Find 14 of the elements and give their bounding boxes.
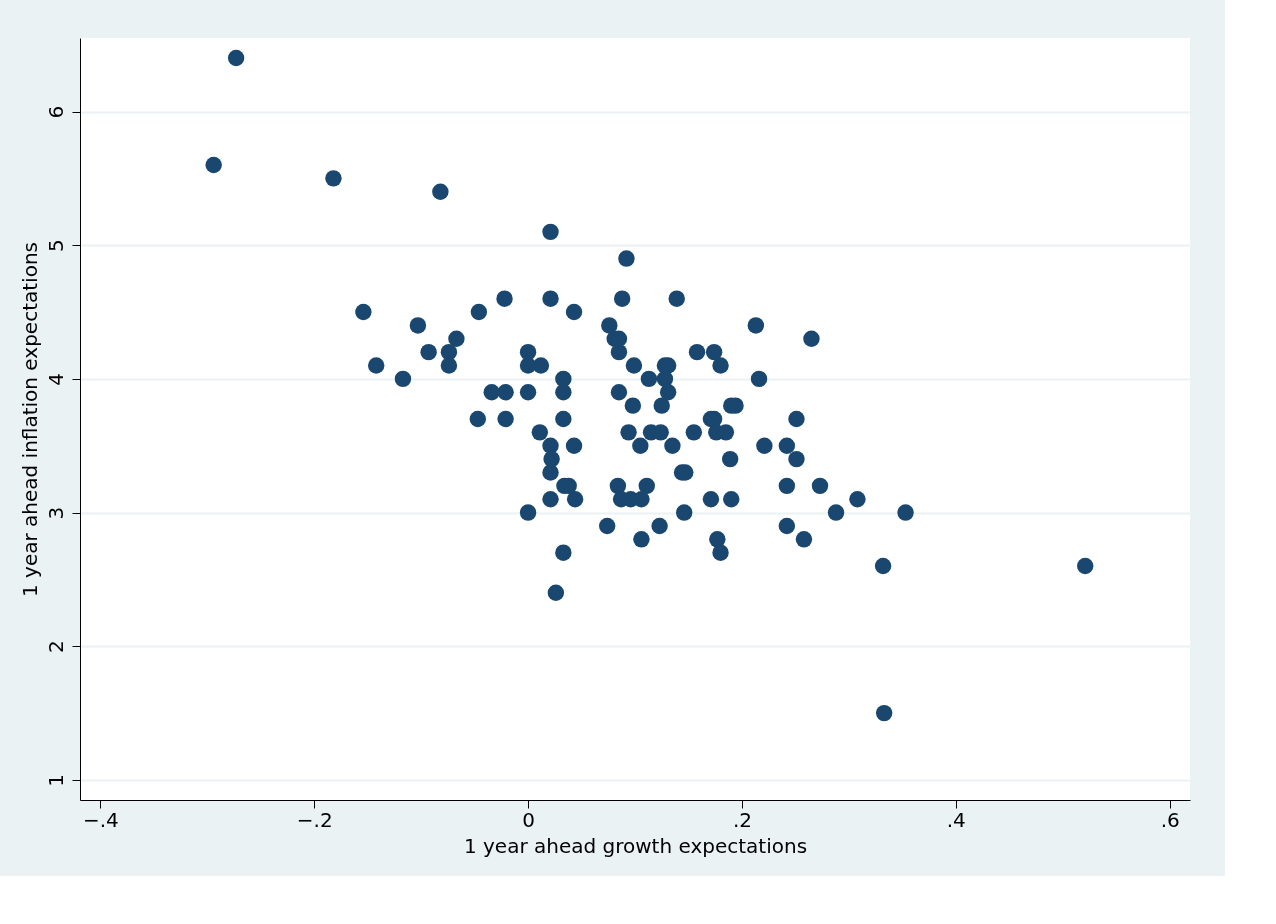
x-tick-label: −.2: [296, 807, 333, 832]
x-axis-title: 1 year ahead growth expectations: [463, 833, 808, 858]
y-tick-label: 5: [43, 239, 68, 253]
y-tick-label: 3: [43, 506, 68, 520]
x-tick-label: .6: [1160, 807, 1180, 832]
y-tick-label: 2: [43, 640, 68, 654]
x-tick-label: .2: [732, 807, 752, 832]
y-tick-label: 6: [43, 105, 68, 119]
y-tick-label: 1: [43, 774, 68, 787]
x-tick-label: .4: [946, 807, 966, 832]
x-tick-label: 0: [522, 807, 535, 832]
y-tick-label: 4: [43, 373, 68, 386]
x-tick-label: −.4: [82, 807, 119, 832]
y-axis-title: 1 year ahead inflation expectations: [17, 242, 42, 597]
